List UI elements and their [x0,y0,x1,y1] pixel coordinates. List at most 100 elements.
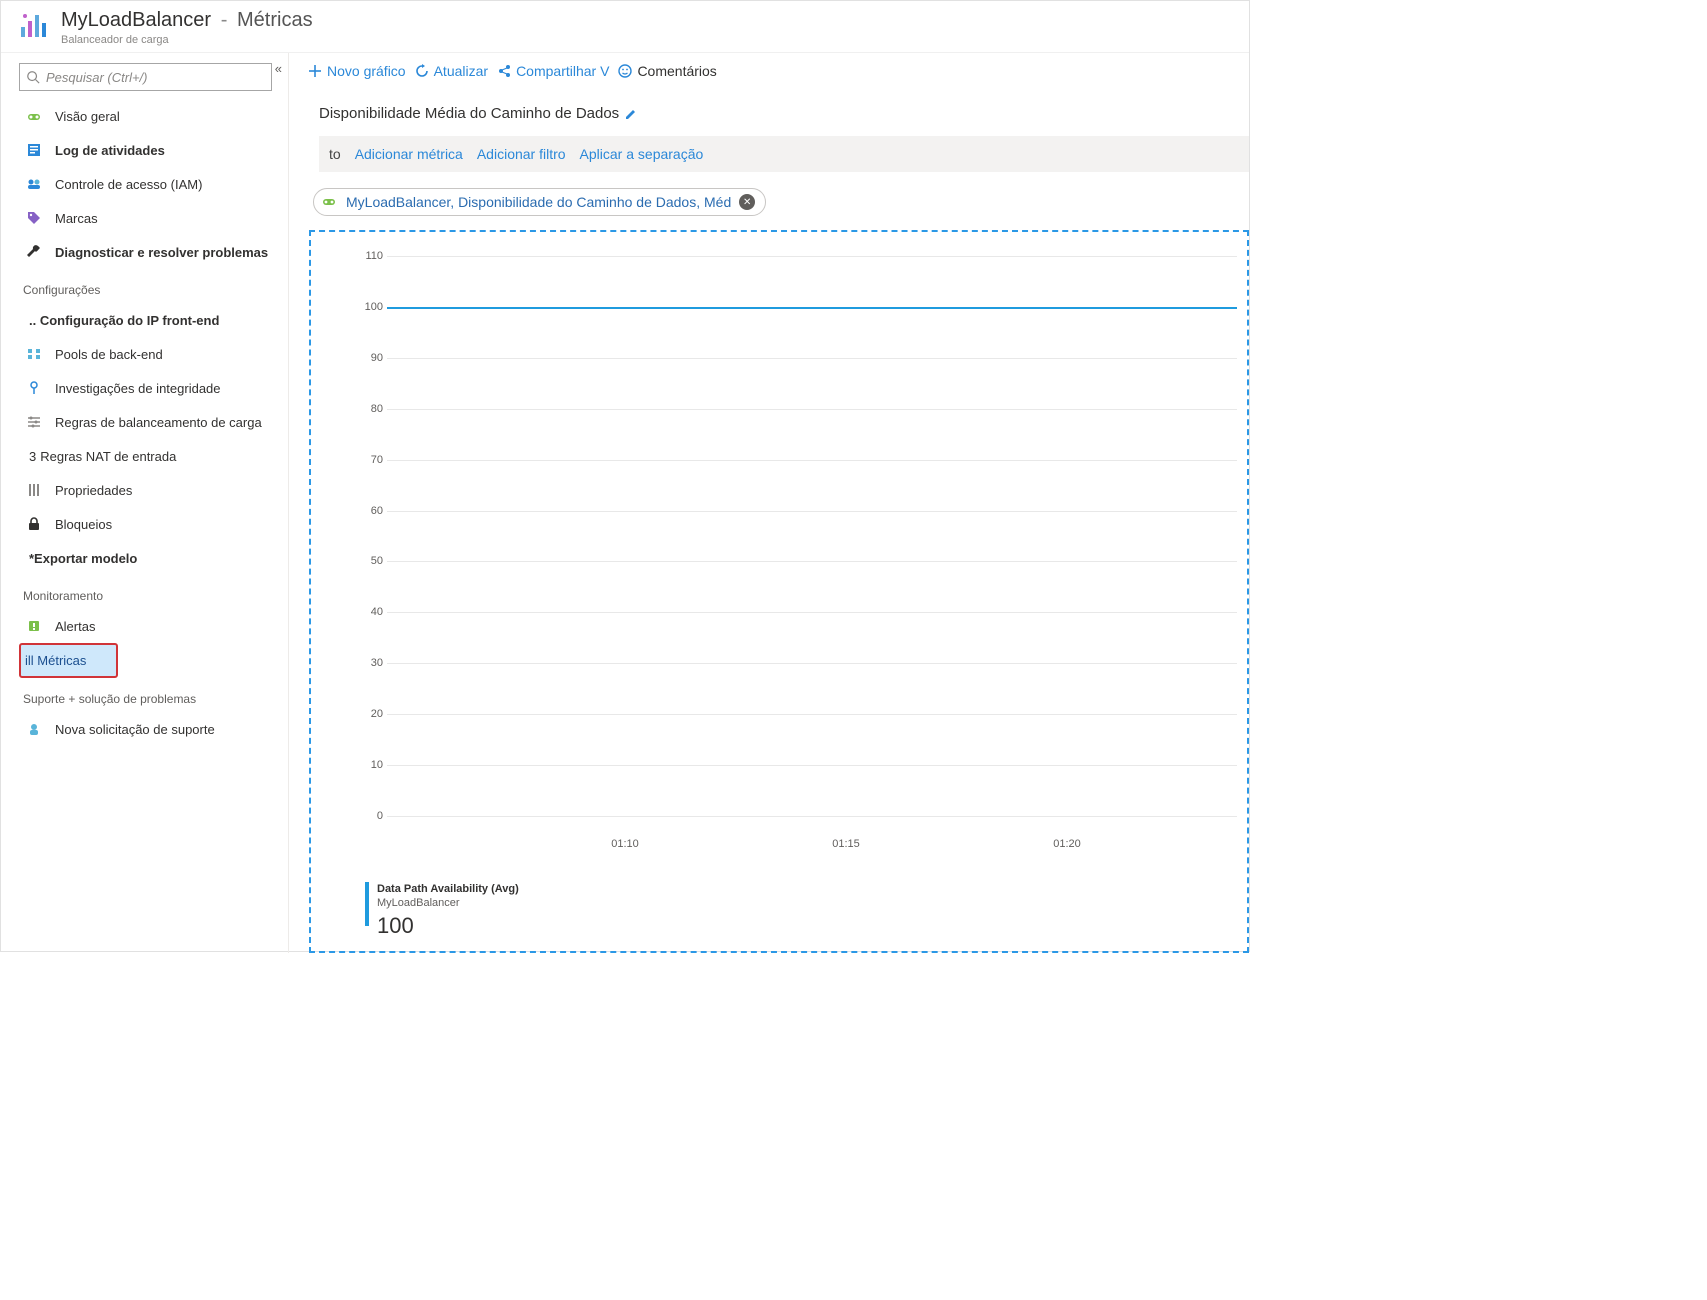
sidebar-item-label: Alertas [55,619,95,634]
search-icon [26,70,40,84]
chart-container: 01:1001:1501:20 110100908070605040302010… [309,230,1249,953]
add-filter-button[interactable]: Adicionar filtro [477,146,566,162]
sidebar-search[interactable] [19,63,272,91]
sidebar-item-label: Nova solicitação de suporte [55,722,215,737]
sidebar-item-label: Visão geral [55,109,120,124]
metric-filter-bar: to Adicionar métrica Adicionar filtro Ap… [319,136,1249,172]
add-metric-button[interactable]: Adicionar métrica [355,146,463,162]
x-tick-label: 01:15 [832,838,860,850]
gridline: 70 [387,460,1237,461]
sidebar-item-label: Propriedades [55,483,132,498]
x-tick-label: 01:20 [1053,838,1081,850]
rules-icon [23,414,45,430]
gridline: 40 [387,612,1237,613]
sidebar-item-label: Regras NAT de entrada [40,449,176,464]
x-tick-label: 01:10 [611,838,639,850]
sidebar-item-label: Bloqueios [55,517,112,532]
tag-icon [23,210,45,226]
pool-icon [23,346,45,362]
sidebar-item-label: Log de atividades [55,143,165,158]
page-subtitle: Métricas [237,9,313,31]
lb-icon [23,108,45,124]
gridline: 80 [387,409,1237,410]
sidebar-item-backend-pools[interactable]: Pools de back-end [1,337,288,371]
sidebar-item-label: *Exportar modelo [29,551,137,566]
smiley-icon [617,63,633,79]
chart-toolbar: Novo gráfico Atualizar Compartilhar V Co… [289,53,1249,87]
sidebar-item-prefix: 3 [29,449,36,464]
sidebar-item-health-probes[interactable]: Investigações de integridade [1,371,288,405]
toolbar-label: Comentários [637,63,716,79]
sidebar-item-label: Regras de balanceamento de carga [55,415,262,430]
edit-title-icon[interactable] [625,108,637,120]
gridline: 50 [387,561,1237,562]
chart-plot-area: 01:1001:1501:20 110100908070605040302010… [351,256,1237,816]
collapse-sidebar-icon[interactable]: « [275,61,282,76]
sidebar-item-properties[interactable]: Propriedades [1,473,288,507]
share-button[interactable]: Compartilhar V [496,63,609,79]
sidebar-item-label: Pools de back-end [55,347,163,362]
gridline: 30 [387,663,1237,664]
legend-series-name: Data Path Availability (Avg) [377,882,519,896]
toolbar-label: Novo gráfico [327,63,406,79]
metric-pill-text: MyLoadBalancer, Disponibilidade do Camin… [346,194,731,210]
y-tick-label: 110 [357,250,383,262]
plus-icon [307,63,323,79]
sidebar-section-settings: Configurações [1,269,288,303]
gridline: 90 [387,358,1237,359]
search-input[interactable] [46,70,265,85]
y-tick-label: 0 [357,810,383,822]
y-tick-label: 30 [357,657,383,669]
y-tick-label: 90 [357,352,383,364]
probe-icon [23,380,45,396]
refresh-icon [414,63,430,79]
remove-metric-icon[interactable]: ✕ [739,194,755,210]
apply-split-button[interactable]: Aplicar a separação [580,146,704,162]
metric-pill[interactable]: MyLoadBalancer, Disponibilidade do Camin… [313,188,766,216]
y-tick-label: 10 [357,759,383,771]
toolbar-label: Compartilhar V [516,63,609,79]
gridline: 0 [387,816,1237,817]
sidebar-item-label: Investigações de integridade [55,381,221,396]
gridline: 20 [387,714,1237,715]
sidebar-item-frontend-ip[interactable]: .. Configuração do IP front-end [1,303,288,337]
lb-logo-icon [19,9,53,43]
sidebar-item-label: ill Métricas [25,653,86,668]
sidebar-item-diagnose[interactable]: Diagnosticar e resolver problemas [1,235,288,269]
series-line [387,307,1237,309]
chart-title: Disponibilidade Média do Caminho de Dado… [319,105,619,122]
sidebar-item-locks[interactable]: Bloqueios [1,507,288,541]
props-icon [23,482,45,498]
sidebar-item-metrics[interactable]: ill Métricas [19,643,118,678]
refresh-button[interactable]: Atualizar [414,63,488,79]
share-icon [496,63,512,79]
legend-color-bar [365,882,369,926]
sidebar-item-nat-rules[interactable]: 3 Regras NAT de entrada [1,439,288,473]
resource-type-label: Balanceador de carga [61,34,313,46]
sidebar-item-export-template[interactable]: *Exportar modelo [1,541,288,575]
sidebar-item-label: Marcas [55,211,98,226]
y-tick-label: 100 [357,301,383,313]
y-tick-label: 50 [357,555,383,567]
lb-icon [320,193,338,211]
chart-legend: Data Path Availability (Avg) MyLoadBalan… [365,882,519,941]
sidebar-item-overview[interactable]: Visão geral [1,99,288,133]
y-tick-label: 40 [357,606,383,618]
y-tick-label: 60 [357,505,383,517]
y-tick-label: 70 [357,454,383,466]
sidebar-item-lb-rules[interactable]: Regras de balanceamento de carga [1,405,288,439]
filter-prefix: to [329,146,341,162]
new-chart-button[interactable]: Novo gráfico [307,63,406,79]
sidebar-item-alerts[interactable]: Alertas [1,609,288,643]
comments-button[interactable]: Comentários [617,63,716,79]
sidebar-item-iam[interactable]: Controle de acesso (IAM) [1,167,288,201]
sidebar-item-new-support[interactable]: Nova solicitação de suporte [1,712,288,746]
y-tick-label: 20 [357,708,383,720]
gridline: 110 [387,256,1237,257]
sidebar-item-tags[interactable]: Marcas [1,201,288,235]
support-icon [23,721,45,737]
iam-icon [23,176,45,192]
sidebar-item-activity-log[interactable]: Log de atividades [1,133,288,167]
lock-icon [23,516,45,532]
sidebar: « Visão geral Log de atividades Controle [1,53,289,953]
